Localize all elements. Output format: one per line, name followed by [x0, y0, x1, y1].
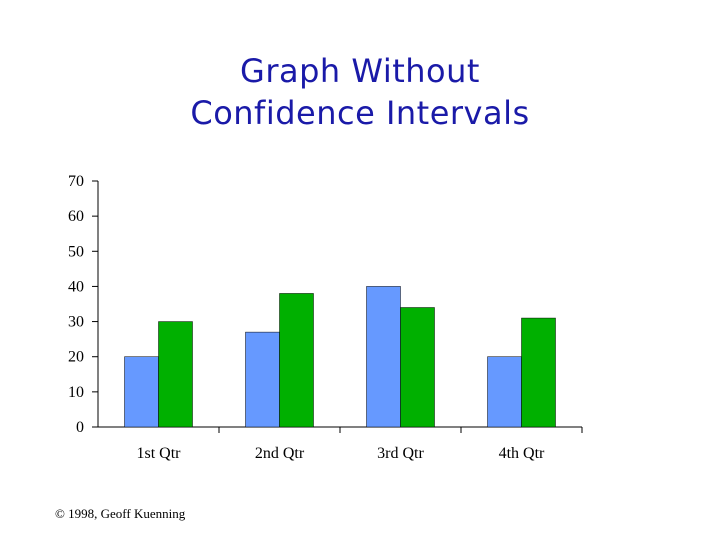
y-tick-label: 30 — [68, 314, 84, 331]
x-tick-label: 2nd Qtr — [255, 445, 305, 462]
y-tick-label: 0 — [76, 419, 84, 436]
bar-series2 — [400, 307, 435, 428]
slide-title-line2: Confidence Intervals — [190, 94, 530, 132]
slide-title-line1: Graph Without — [240, 52, 480, 90]
x-tick-label: 1st Qtr — [137, 445, 182, 462]
y-tick-label: 40 — [68, 278, 84, 295]
copyright-footer: © 1998, Geoff Kuenning — [55, 506, 186, 521]
slide-title: Graph Without Confidence Intervals — [0, 50, 720, 134]
x-tick-label: 3rd Qtr — [377, 445, 424, 462]
y-tick-label: 70 — [68, 173, 84, 190]
y-tick-label: 60 — [68, 208, 84, 225]
bar-series2 — [521, 317, 556, 428]
x-tick-label: 4th Qtr — [499, 445, 545, 462]
y-tick-label: 10 — [68, 384, 84, 401]
y-tick-label: 50 — [68, 243, 84, 260]
bar-series2 — [279, 293, 314, 428]
bar-series1 — [487, 356, 522, 428]
bar-series1 — [245, 331, 280, 428]
bar-series2 — [158, 321, 193, 428]
bar-series1 — [366, 286, 401, 428]
y-tick-label: 20 — [68, 349, 84, 366]
bar-series1 — [124, 356, 159, 428]
